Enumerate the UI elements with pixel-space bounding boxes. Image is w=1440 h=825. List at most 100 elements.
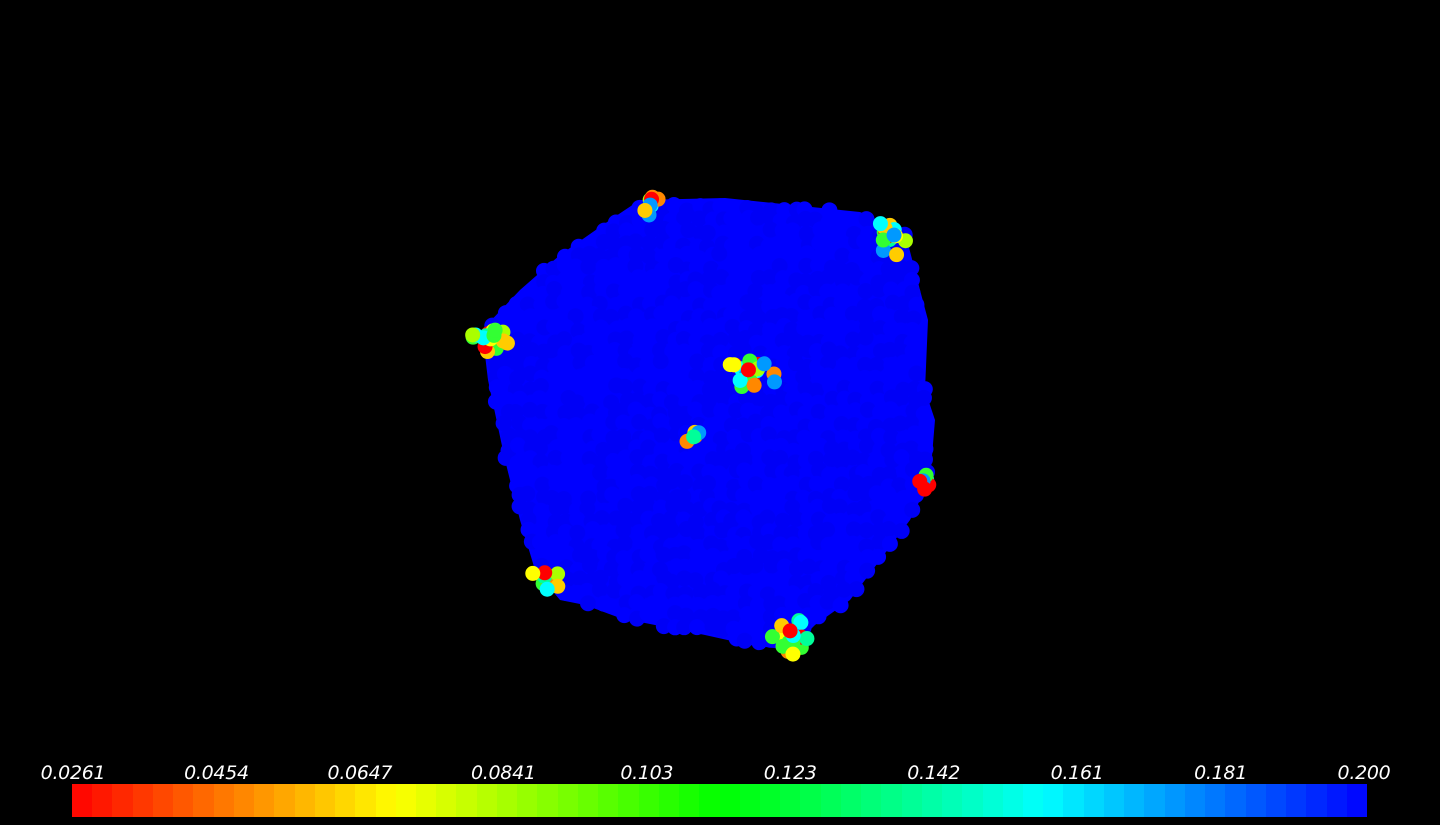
particle xyxy=(680,222,697,239)
colorbar-swatch xyxy=(598,784,619,817)
particle xyxy=(606,342,623,359)
particle xyxy=(595,441,612,458)
particle xyxy=(712,331,729,348)
particle xyxy=(678,297,695,314)
legend-tick-label: 0.123 xyxy=(763,762,817,784)
colorbar-swatch xyxy=(1144,784,1165,817)
particle xyxy=(603,354,620,371)
particle xyxy=(677,354,694,371)
colorbar-swatch xyxy=(233,784,255,817)
particle xyxy=(617,571,634,588)
particle xyxy=(572,547,589,564)
particle xyxy=(627,281,644,298)
particle xyxy=(567,308,584,325)
particle-cluster[interactable] xyxy=(0,0,1440,745)
color-legend: 0.0261 0.0454 0.0647 0.0841 0.103 0.123 0.142 0… xyxy=(0,755,1440,825)
particle xyxy=(508,318,525,335)
colorbar-swatch xyxy=(1265,784,1287,817)
particle xyxy=(819,593,836,610)
particle xyxy=(834,429,851,446)
particle xyxy=(569,511,586,528)
particle xyxy=(858,211,875,228)
particle xyxy=(702,317,719,334)
particle xyxy=(819,521,836,538)
particle xyxy=(523,342,540,359)
colorbar-swatch xyxy=(618,784,639,817)
colorbar-swatch xyxy=(1346,784,1367,817)
particle xyxy=(821,202,838,219)
particle xyxy=(762,221,779,238)
particle xyxy=(655,272,672,289)
particle xyxy=(591,341,608,358)
colorbar-swatch xyxy=(1184,784,1206,817)
particle xyxy=(519,485,536,502)
particle xyxy=(499,391,516,408)
particle xyxy=(713,622,730,639)
particle xyxy=(545,293,562,310)
colorbar-swatch xyxy=(415,784,437,817)
particle xyxy=(747,283,764,300)
particle xyxy=(665,221,682,238)
particle xyxy=(747,413,764,430)
particle xyxy=(892,390,909,407)
particle xyxy=(723,306,740,323)
particle xyxy=(631,524,648,541)
particle xyxy=(747,584,764,601)
colorbar-swatch xyxy=(759,784,781,817)
particle-highlight xyxy=(740,362,756,378)
particle xyxy=(567,258,584,275)
particle-highlight xyxy=(550,566,566,582)
particle xyxy=(762,284,779,301)
colorbar-swatch xyxy=(132,784,153,817)
legend-tick-label: 0.0841 xyxy=(470,762,536,784)
particle xyxy=(641,235,658,252)
particle xyxy=(856,233,873,250)
particle xyxy=(833,476,850,493)
particle xyxy=(750,309,767,326)
particle xyxy=(605,223,622,240)
particle xyxy=(592,464,609,481)
particle xyxy=(749,596,766,613)
particle xyxy=(664,343,681,360)
particle xyxy=(812,305,829,322)
particle xyxy=(835,581,852,598)
particle xyxy=(581,557,598,574)
particle xyxy=(893,449,910,466)
particle xyxy=(616,535,633,552)
particle xyxy=(547,449,564,466)
colorbar-swatch xyxy=(274,784,295,817)
colorbar-swatch xyxy=(335,784,356,817)
particle xyxy=(689,379,706,396)
particle xyxy=(615,414,632,431)
particle xyxy=(654,453,671,470)
particle xyxy=(832,597,849,614)
particle xyxy=(712,344,729,361)
colorbar-swatch xyxy=(1164,784,1185,817)
particle xyxy=(882,281,899,298)
particle xyxy=(507,461,524,478)
particle xyxy=(857,356,874,373)
particle xyxy=(820,354,837,371)
particle xyxy=(689,353,706,370)
particle xyxy=(617,449,634,466)
legend-tick-label: 0.0261 xyxy=(40,762,106,784)
colorbar-swatch xyxy=(112,784,133,817)
colorbar-swatch xyxy=(1124,784,1145,817)
colorbar-swatch xyxy=(840,784,862,817)
particle xyxy=(881,535,898,552)
colorbar-swatch xyxy=(152,784,174,817)
particle xyxy=(915,389,932,406)
particle xyxy=(774,512,791,529)
particle xyxy=(630,269,647,286)
particle xyxy=(904,284,921,301)
particle xyxy=(579,500,596,517)
particle xyxy=(676,594,693,611)
particle xyxy=(808,343,825,360)
particle xyxy=(543,425,560,442)
colorbar-swatch xyxy=(72,784,93,817)
particle xyxy=(595,258,612,275)
particle xyxy=(644,221,661,238)
particle xyxy=(652,413,669,430)
colorbar-swatch xyxy=(1326,784,1347,817)
